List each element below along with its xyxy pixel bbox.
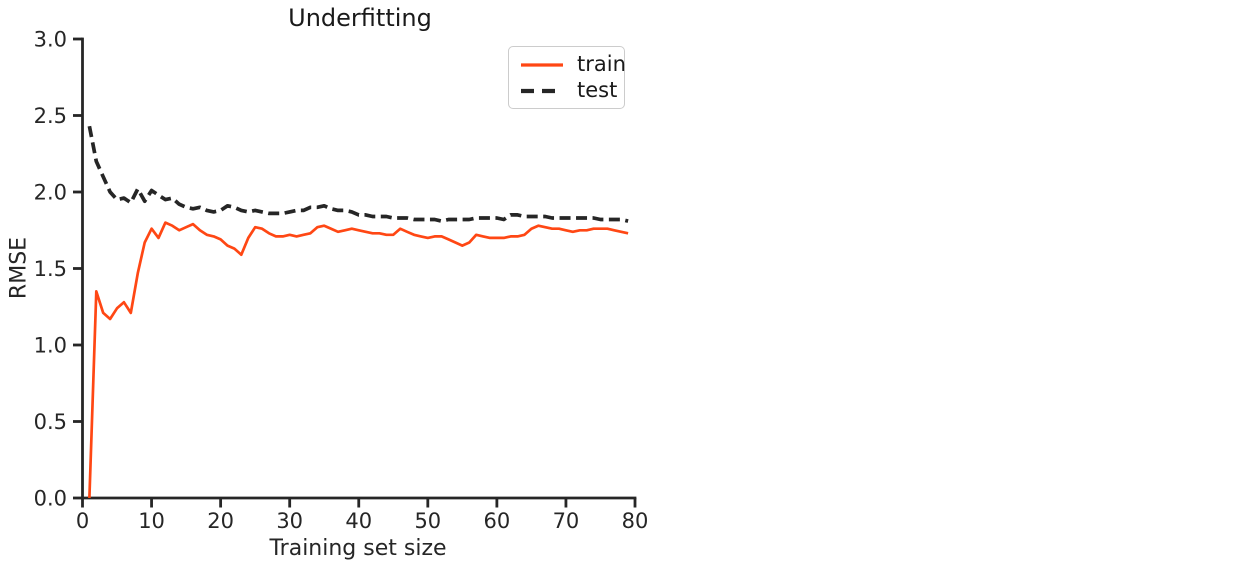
y-tick-label: 0.5 [34,410,67,434]
x-tick-label: 70 [553,509,580,533]
x-axis-label: Training set size [269,536,447,561]
y-tick-label: 3.0 [34,28,67,52]
x-tick-label: 10 [138,509,165,533]
x-tick-label: 50 [414,509,441,533]
legend-entry-train: train [519,54,626,75]
legend-label-test: test [577,78,618,102]
legend-label-train: train [577,52,626,76]
legend: train test [508,46,626,109]
x-tick-label: 80 [622,509,649,533]
y-tick-label: 0.0 [34,487,67,511]
legend-entry-test: test [519,78,618,102]
chart-title: Underfitting [288,4,432,32]
x-tick-label: 40 [345,509,372,533]
x-tick-label: 20 [207,509,234,533]
x-tick-label: 60 [484,509,511,533]
y-axis-label: RMSE [6,236,32,300]
x-tick-label: 30 [276,509,303,533]
y-tick-label: 2.0 [34,181,67,205]
train-line-sample-icon [521,62,563,67]
test-line-sample-icon [521,88,563,93]
test-line [87,125,629,223]
y-tick-label: 2.5 [34,104,67,128]
y-tick-label: 1.0 [34,334,67,358]
y-tick-label: 1.5 [34,257,67,281]
train-line [88,221,629,499]
x-tick-label: 0 [76,509,89,533]
